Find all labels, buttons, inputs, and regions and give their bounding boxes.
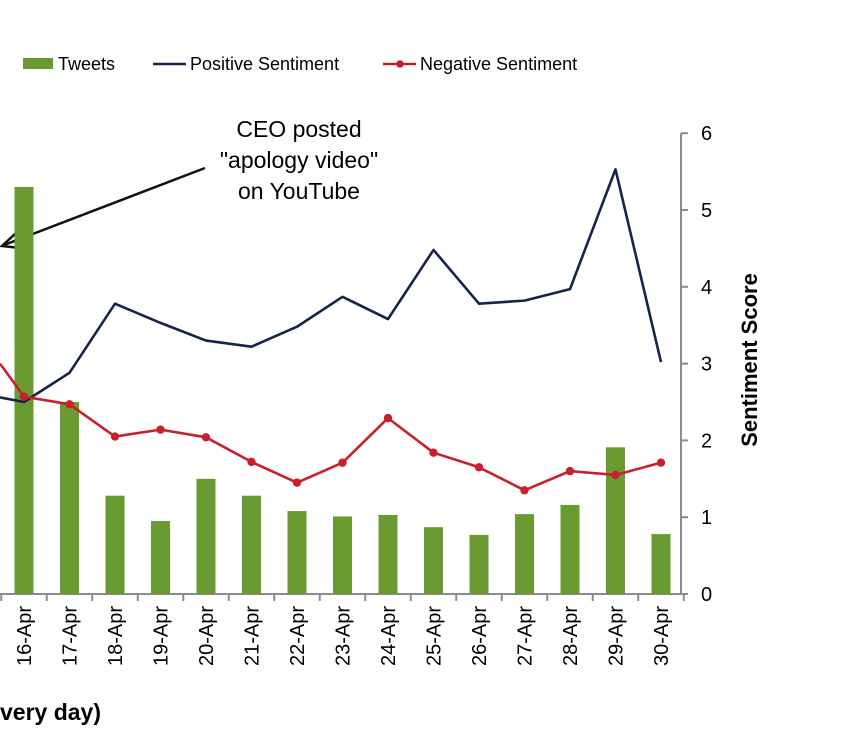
y2-tick-label: 4 (701, 277, 712, 299)
point-negative-sentiment (292, 478, 302, 487)
annotation-arrow-line (3, 166, 206, 247)
point-negative-sentiment (656, 458, 666, 467)
bar-tweets (606, 447, 625, 594)
x-axis-title: very day) (0, 699, 101, 725)
bar-tweets (651, 534, 671, 594)
legend-marker-negative (396, 60, 404, 68)
x-tick-label: 20-Apr (196, 606, 218, 666)
point-negative-sentiment (474, 463, 484, 472)
x-tick-label: 21-Apr (242, 606, 264, 666)
point-negative-sentiment (520, 486, 529, 495)
bar-tweets (469, 534, 489, 594)
y2-axis-title: Sentiment Score (737, 273, 762, 447)
point-negative-sentiment (156, 425, 165, 434)
bar-tweets (333, 516, 352, 594)
y2-tick-label: 0 (701, 584, 712, 606)
bar-tweets (14, 186, 34, 594)
bar-tweets (105, 495, 125, 594)
x-tick-label: 19-Apr (151, 606, 173, 666)
legend-label-negative: Negative Sentiment (420, 54, 577, 74)
x-tick-label: 26-Apr (469, 606, 491, 666)
line-negative-sentiment (0, 362, 662, 492)
point-negative-sentiment (201, 433, 211, 442)
x-tick-label: 23-Apr (333, 606, 355, 666)
y2-tick-label: 3 (701, 354, 712, 376)
annotation-line-2: "apology video" (220, 147, 378, 173)
legend: Tweets Positive Sentiment Negative Senti… (23, 54, 577, 74)
bar-tweets (287, 511, 307, 594)
bar-tweets (560, 504, 580, 594)
y2-tick-label: 6 (701, 123, 712, 145)
x-tick-label: 29-Apr (606, 606, 628, 666)
legend-label-positive: Positive Sentiment (190, 54, 339, 74)
y2-tick-label: 2 (701, 430, 712, 452)
x-tick-label: 30-Apr (651, 606, 673, 666)
annotation: CEO posted "apology video" on YouTube (0, 116, 378, 250)
bar-tweets (60, 402, 79, 594)
x-tick-label: 24-Apr (378, 606, 400, 666)
plot-area: 0 1 2 3 4 5 6 16-Apr 17-Apr 18-Apr 19-Apr 20-Apr 21-… (0, 123, 712, 666)
point-negative-sentiment (110, 432, 120, 441)
bar-tweets (151, 521, 170, 594)
x-tick-label: 28-Apr (560, 606, 582, 666)
point-negative-sentiment (19, 392, 29, 401)
x-tick-label: 17-Apr (60, 606, 82, 666)
annotation-line-3: on YouTube (238, 178, 360, 204)
bar-tweets (424, 527, 443, 594)
point-negative-sentiment (611, 470, 620, 480)
point-negative-sentiment (383, 413, 393, 423)
bar-tweets (196, 478, 216, 594)
annotation-arrow-head (0, 232, 21, 250)
x-tick-label: 25-Apr (424, 606, 446, 666)
y2-tick-label: 5 (701, 200, 712, 222)
point-negative-sentiment (338, 458, 347, 467)
x-tick-label: 16-Apr (14, 606, 36, 666)
x-tick-label: 22-Apr (287, 606, 309, 666)
y2-tick-label: 1 (701, 507, 712, 529)
point-negative-sentiment (565, 466, 575, 476)
bar-tweets (242, 495, 261, 594)
legend-swatch-tweets (23, 58, 53, 69)
annotation-line-1: CEO posted (236, 116, 361, 142)
point-negative-sentiment (429, 448, 438, 457)
x-tick-label: 18-Apr (105, 606, 127, 666)
x-tick-label: 27-Apr (515, 606, 537, 666)
line-positive-sentiment (0, 167, 663, 404)
bar-tweets (515, 514, 534, 594)
point-negative-sentiment (65, 400, 74, 409)
point-negative-sentiment (247, 457, 256, 467)
legend-label-tweets: Tweets (58, 54, 115, 74)
bar-tweets (378, 514, 398, 594)
